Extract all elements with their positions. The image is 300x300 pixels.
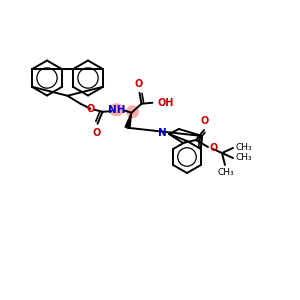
Text: OH: OH	[158, 98, 174, 108]
Text: O: O	[92, 128, 101, 138]
Text: O: O	[134, 79, 142, 89]
Text: NH: NH	[108, 105, 125, 115]
Text: CH₃: CH₃	[236, 143, 253, 152]
Text: N: N	[158, 128, 167, 138]
Text: CH₃: CH₃	[236, 154, 253, 163]
Ellipse shape	[126, 105, 139, 118]
Text: O: O	[210, 143, 218, 153]
Ellipse shape	[109, 103, 124, 116]
Text: O: O	[86, 104, 94, 114]
Text: O: O	[201, 116, 209, 126]
Text: CH₃: CH₃	[218, 168, 234, 177]
Polygon shape	[125, 113, 131, 128]
